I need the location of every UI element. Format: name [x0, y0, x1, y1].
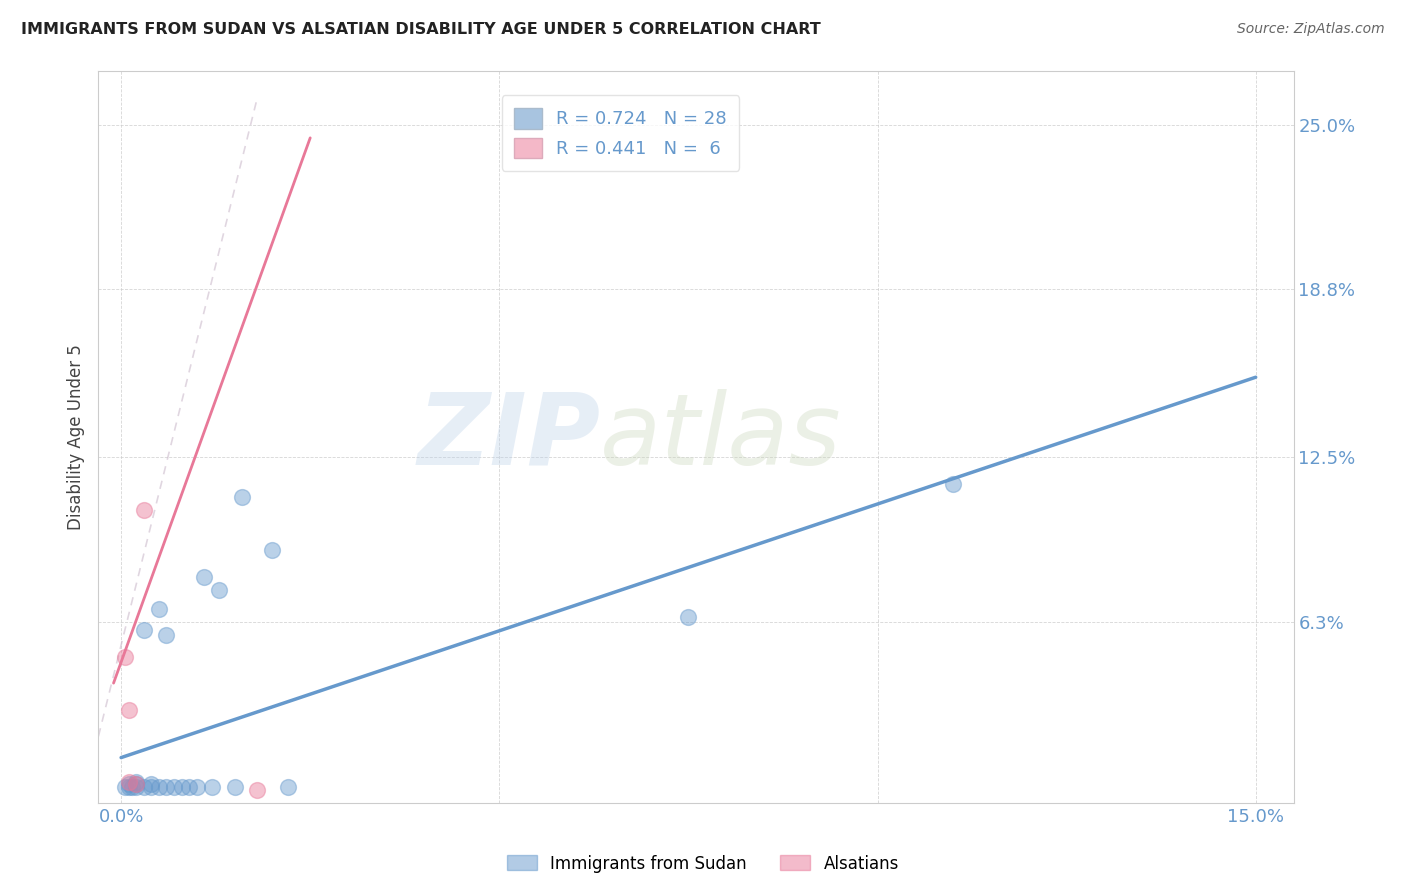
Point: [118, 777, 141, 791]
Point: [125, 774, 148, 789]
Point: [118, 774, 141, 789]
Point: [186, 780, 208, 794]
Text: IMMIGRANTS FROM SUDAN VS ALSATIAN DISABILITY AGE UNDER 5 CORRELATION CHART: IMMIGRANTS FROM SUDAN VS ALSATIAN DISABI…: [21, 22, 821, 37]
Y-axis label: Disability Age Under 5: Disability Age Under 5: [66, 344, 84, 530]
Point: [132, 780, 155, 794]
Point: [201, 780, 224, 794]
Point: [170, 780, 193, 794]
Point: [155, 628, 177, 642]
Text: ZIP: ZIP: [418, 389, 600, 485]
Point: [224, 780, 246, 794]
Point: [141, 777, 163, 791]
Legend: R = 0.724   N = 28, R = 0.441   N =  6: R = 0.724 N = 28, R = 0.441 N = 6: [502, 95, 740, 171]
Point: [155, 780, 177, 794]
Point: [114, 780, 136, 794]
Point: [163, 780, 186, 794]
Point: [231, 490, 253, 504]
Point: [121, 780, 143, 794]
Point: [942, 476, 965, 491]
Legend: Immigrants from Sudan, Alsatians: Immigrants from Sudan, Alsatians: [501, 848, 905, 880]
Point: [125, 777, 148, 791]
Point: [114, 649, 136, 664]
Point: [118, 780, 141, 794]
Point: [276, 780, 298, 794]
Point: [193, 570, 215, 584]
Point: [148, 601, 170, 615]
Point: [125, 777, 148, 791]
Point: [208, 582, 231, 597]
Point: [118, 703, 141, 717]
Point: [246, 782, 269, 797]
Point: [125, 780, 148, 794]
Point: [141, 780, 163, 794]
Point: [148, 780, 170, 794]
Point: [132, 623, 155, 637]
Point: [262, 543, 284, 558]
Text: atlas: atlas: [600, 389, 842, 485]
Point: [678, 609, 700, 624]
Text: Source: ZipAtlas.com: Source: ZipAtlas.com: [1237, 22, 1385, 37]
Point: [132, 503, 155, 517]
Point: [179, 780, 201, 794]
